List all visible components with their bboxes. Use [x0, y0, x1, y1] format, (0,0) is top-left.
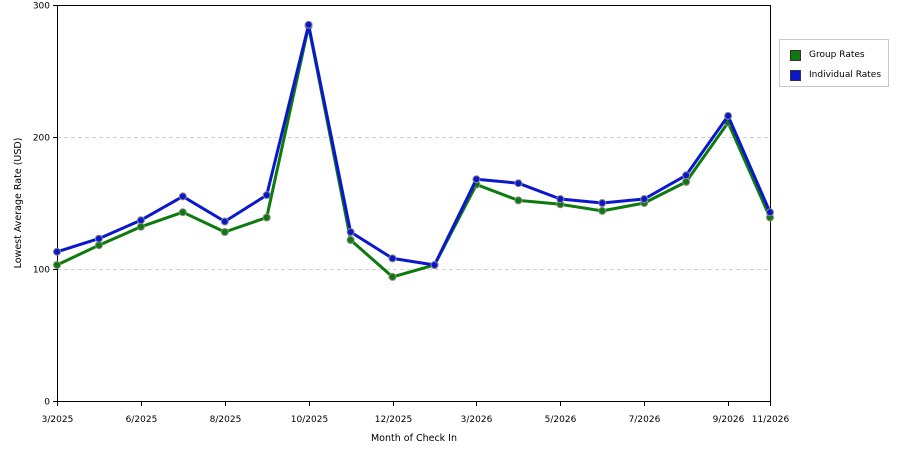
x-tick-label: 7/2026: [629, 415, 661, 425]
data-point-individual-rates: [53, 247, 61, 256]
x-tick-label: 10/2025: [291, 415, 328, 425]
x-tick-label: 6/2025: [126, 415, 158, 425]
y-tick-label: 200: [33, 134, 50, 144]
data-point-individual-rates: [472, 175, 481, 184]
data-point-group-rates: [53, 261, 61, 269]
x-tick-label: 3/2026: [461, 415, 493, 425]
axes: [57, 5, 771, 402]
y-axis-title: Lowest Average Rate (USD): [13, 138, 24, 269]
data-point-individual-rates: [94, 234, 103, 243]
data-point-group-rates: [220, 228, 229, 236]
data-point-individual-rates: [178, 192, 187, 201]
legend-swatch-individual-rates: [790, 69, 801, 81]
data-point-group-rates: [94, 241, 103, 250]
data-point-group-rates: [598, 206, 607, 215]
series-line-individual-rates: [56, 23, 772, 267]
x-tick-label: 5/2026: [545, 415, 577, 425]
data-point-individual-rates: [556, 195, 565, 203]
data-point-group-rates: [262, 213, 271, 222]
data-point-individual-rates: [304, 20, 313, 29]
data-point-group-rates: [346, 236, 355, 244]
y-tick-label: 100: [33, 266, 50, 276]
y-tick-label: 0: [44, 398, 50, 408]
data-point-individual-rates: [388, 254, 397, 263]
data-point-group-rates: [682, 177, 691, 186]
series: [53, 20, 774, 281]
gridlines: [57, 137, 770, 270]
legend: Group Rates Individual Rates: [779, 39, 889, 87]
x-tick-label: 9/2026: [713, 415, 745, 425]
data-point-individual-rates: [640, 195, 649, 203]
data-point-individual-rates: [346, 228, 355, 236]
data-point-group-rates: [388, 272, 397, 281]
legend-label-individual-rates: Individual Rates: [809, 70, 882, 80]
data-point-individual-rates: [766, 208, 774, 217]
x-tick-label: 3/2025: [42, 415, 74, 425]
data-point-individual-rates: [598, 199, 607, 207]
data-point-group-rates: [514, 196, 523, 205]
data-point-individual-rates: [136, 216, 145, 225]
x-tick-label: 8/2025: [210, 415, 242, 425]
data-point-group-rates: [178, 208, 187, 217]
data-point-individual-rates: [514, 179, 523, 188]
ticks: 0 100 200 300 3/2025 6/2025 8/2025 10/2025 12/20…: [33, 2, 790, 426]
legend-item-group-rates: Group Rates: [790, 48, 865, 62]
legend-item-individual-rates: Individual Rates: [790, 68, 881, 82]
data-point-individual-rates: [262, 191, 271, 200]
data-point-individual-rates: [430, 261, 439, 269]
data-point-group-rates: [136, 222, 145, 231]
legend-swatch-group-rates: [790, 49, 801, 61]
x-tick-label: 11/2026: [752, 415, 790, 425]
y-tick-label: 300: [33, 2, 50, 12]
series-line-group-rates: [56, 24, 772, 279]
data-point-individual-rates: [682, 171, 691, 180]
data-point-individual-rates: [724, 111, 733, 120]
x-tick-label: 12/2025: [375, 415, 412, 425]
x-axis-title: Month of Check In: [371, 433, 457, 444]
data-point-individual-rates: [220, 217, 229, 226]
legend-label-group-rates: Group Rates: [809, 50, 865, 60]
